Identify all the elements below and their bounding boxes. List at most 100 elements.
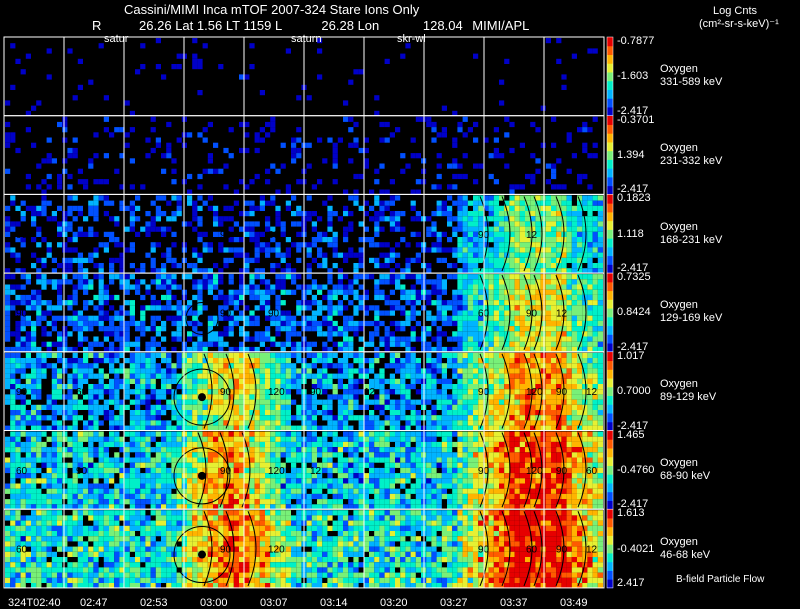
- heatmap-cell: [561, 341, 567, 347]
- heatmap-cell: [207, 336, 213, 342]
- heatmap-cell: [571, 399, 577, 405]
- heatmap-cell: [213, 410, 219, 416]
- heatmap-cell: [332, 431, 338, 437]
- heatmap-cell: [254, 231, 260, 237]
- heatmap-cell: [207, 441, 213, 448]
- heatmap-cell: [597, 247, 603, 253]
- field-line-arc: [247, 353, 257, 429]
- heatmap-cell: [291, 457, 297, 463]
- heatmap-cell: [519, 352, 525, 358]
- heatmap-cell: [98, 358, 104, 364]
- heatmap-cell: [457, 216, 463, 222]
- heatmap-cell: [187, 410, 193, 416]
- heatmap-cell: [223, 389, 229, 395]
- heatmap-cell: [176, 399, 182, 405]
- heatmap-cell: [327, 300, 333, 306]
- heatmap-cell: [207, 315, 213, 321]
- heatmap-cell: [36, 415, 42, 421]
- heatmap-cell: [374, 168, 380, 174]
- heatmap-cell: [530, 368, 536, 374]
- heatmap-cell: [395, 457, 401, 463]
- heatmap-cell: [525, 315, 531, 321]
- heatmap-cell: [395, 341, 401, 347]
- heatmap-cell: [556, 415, 562, 421]
- heatmap-cell: [535, 425, 541, 431]
- heatmap-cell: [311, 447, 317, 453]
- heatmap-cell: [280, 142, 286, 148]
- heatmap-cell: [473, 447, 479, 453]
- heatmap-cell: [114, 373, 120, 379]
- heatmap-cell: [223, 184, 229, 190]
- heatmap-cell: [556, 310, 562, 316]
- heatmap-cell: [519, 462, 525, 468]
- heatmap-cell: [129, 110, 135, 116]
- heatmap-cell: [436, 300, 442, 306]
- heatmap-cell: [10, 447, 16, 453]
- heatmap-cell: [592, 116, 598, 122]
- heatmap-cell: [343, 274, 349, 280]
- heatmap-cell: [556, 58, 562, 64]
- heatmap-cell: [405, 373, 411, 379]
- heatmap-cell: [493, 326, 499, 332]
- heatmap-cell: [5, 320, 11, 327]
- heatmap-cell: [171, 315, 177, 321]
- heatmap-cell: [36, 373, 42, 379]
- heatmap-cell: [478, 237, 484, 243]
- heatmap-cell: [254, 268, 260, 274]
- heatmap-cell: [187, 274, 193, 280]
- heatmap-cell: [46, 247, 52, 253]
- pitch-angle-label: 90: [220, 308, 232, 319]
- heatmap-cell: [545, 320, 551, 327]
- heatmap-cell: [77, 452, 83, 458]
- heatmap-cell: [462, 242, 468, 248]
- heatmap-cell: [259, 200, 265, 206]
- heatmap-cell: [291, 452, 297, 458]
- heatmap-cell: [473, 384, 479, 390]
- heatmap-cell: [343, 394, 349, 400]
- heatmap-cell: [41, 237, 47, 243]
- heatmap-cell: [348, 326, 354, 332]
- heatmap-cell: [374, 447, 380, 453]
- heatmap-cell: [244, 368, 250, 374]
- heatmap-cell: [395, 284, 401, 290]
- heatmap-cell: [525, 274, 531, 280]
- heatmap-cell: [509, 320, 515, 327]
- heatmap-cell: [103, 346, 109, 353]
- heatmap-cell: [431, 289, 437, 295]
- heatmap-cell: [571, 394, 577, 400]
- heatmap-cell: [337, 425, 343, 431]
- heatmap-cell: [379, 310, 385, 316]
- heatmap-cell: [15, 436, 21, 442]
- heatmap-cell: [239, 368, 245, 374]
- heatmap-cell: [509, 341, 515, 347]
- heatmap-cell: [530, 373, 536, 379]
- heatmap-cell: [176, 425, 182, 431]
- colorbar-segment: [607, 281, 613, 292]
- heatmap-cell: [20, 373, 26, 379]
- heatmap-cell: [150, 352, 156, 358]
- heatmap-cell: [452, 300, 458, 306]
- heatmap-cell: [389, 279, 395, 285]
- heatmap-cell: [187, 404, 193, 410]
- heatmap-cell: [483, 315, 489, 321]
- heatmap-cell: [493, 211, 499, 217]
- heatmap-cell: [228, 320, 234, 327]
- heatmap-cell: [504, 420, 510, 426]
- colorbar-segment: [607, 308, 613, 318]
- heatmap-cell: [592, 274, 598, 280]
- heatmap-cell: [239, 457, 245, 463]
- heatmap-cell: [259, 431, 265, 437]
- heatmap-cell: [77, 336, 83, 342]
- colorbar-segment: [607, 421, 613, 431]
- heatmap-cell: [88, 389, 94, 395]
- heatmap-cell: [551, 415, 557, 421]
- heatmap-cell: [207, 420, 213, 426]
- heatmap-cell: [436, 184, 442, 190]
- heatmap-cell: [15, 221, 21, 227]
- heatmap-cell: [587, 352, 593, 358]
- heatmap-cell: [551, 410, 557, 416]
- heatmap-cell: [597, 289, 603, 295]
- heatmap-cell: [478, 289, 484, 295]
- heatmap-cell: [426, 341, 432, 347]
- heatmap-cell: [67, 441, 73, 448]
